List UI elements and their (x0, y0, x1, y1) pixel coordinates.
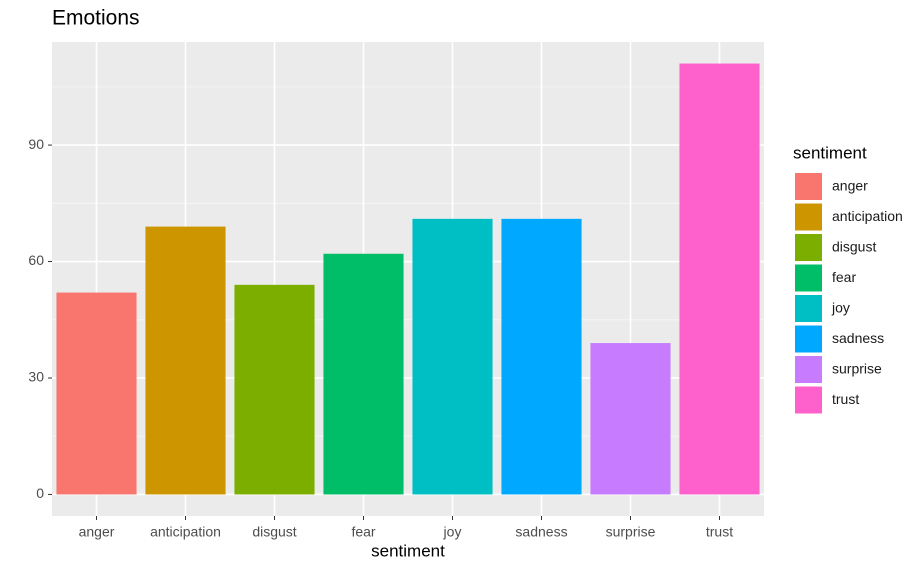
x-tick-label: sadness (515, 524, 567, 540)
y-tick-label: 30 (28, 369, 44, 385)
legend-label: trust (832, 391, 859, 407)
x-tick-label: anger (79, 524, 115, 540)
legend-swatch (795, 386, 822, 414)
bar (323, 253, 404, 495)
legend-swatch (795, 264, 822, 292)
legend-label: sadness (832, 330, 884, 346)
legend-label: fear (832, 269, 856, 285)
bar (412, 218, 493, 495)
x-tick-label: trust (706, 524, 733, 540)
legend-swatch (795, 356, 822, 383)
bar (56, 292, 137, 495)
x-tick-label: disgust (252, 524, 296, 540)
legend-title: sentiment (793, 143, 867, 162)
x-tick-label: joy (443, 524, 462, 540)
x-tick-label: fear (351, 524, 375, 540)
y-tick-label: 0 (36, 485, 44, 501)
x-axis-title: sentiment (371, 541, 445, 560)
legend-label: joy (831, 300, 850, 316)
legend-label: anger (832, 178, 868, 194)
legend-swatch (795, 234, 822, 261)
bar (679, 63, 760, 495)
legend-swatch (795, 203, 822, 231)
legend-swatch (795, 295, 822, 322)
x-tick-label: surprise (606, 524, 656, 540)
bar (501, 218, 582, 495)
legend-swatch (795, 173, 822, 200)
y-tick-label: 60 (28, 252, 44, 268)
legend-swatch (795, 325, 822, 353)
bar (590, 343, 671, 495)
bar (145, 226, 226, 495)
y-tick-label: 90 (28, 136, 44, 152)
bar (234, 284, 315, 495)
legend-label: anticipation (832, 208, 903, 224)
chart-title: Emotions (52, 7, 140, 30)
legend-label: disgust (832, 239, 876, 255)
x-tick-label: anticipation (150, 524, 221, 540)
legend-label: surprise (832, 361, 882, 377)
